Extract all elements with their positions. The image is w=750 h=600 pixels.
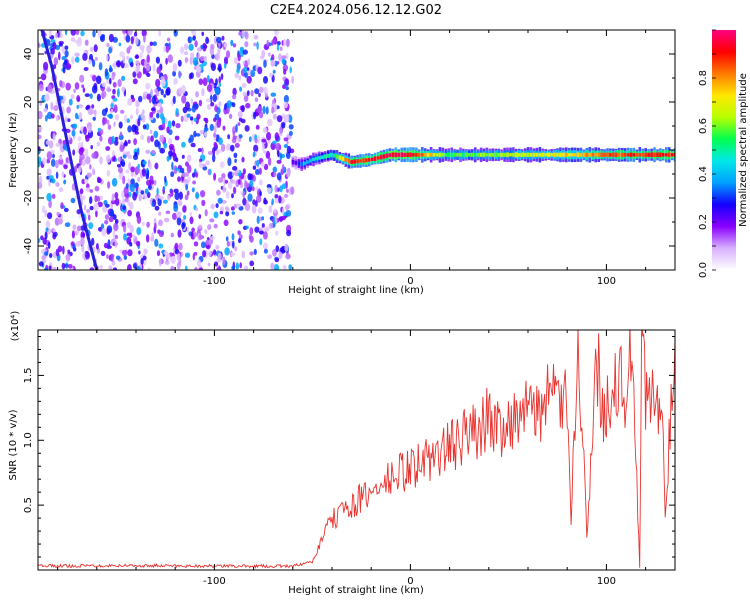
- snr-panel: -100 0 100 0.5 1.0 1.5 Height of straight lin…: [8, 311, 676, 596]
- colorbar-label: Normalized spectral amplitude: [738, 73, 749, 227]
- snr-series-line: [38, 330, 675, 569]
- spectrogram-heat-layer: [38, 30, 675, 270]
- colorbar-tick-label: 0.8: [698, 70, 709, 86]
- figure-title: C2E4.2024.056.12.12.G02: [270, 3, 442, 18]
- x-tick-label: 0: [407, 576, 413, 587]
- snr-ylabel: SNR (10 * v/v): [8, 409, 19, 480]
- spectrogram-background: [38, 30, 675, 270]
- spectrogram-panel: -100 0 100 -40 -20 0 20 40 Height of straight l…: [8, 29, 676, 296]
- x-tick-label: 100: [597, 576, 616, 587]
- x-tick-label: -100: [203, 276, 226, 287]
- snr-frame: [37, 329, 676, 571]
- spectrogram-ticks: -100 0 100 -40 -20 0 20 40: [23, 29, 675, 287]
- spectrogram-ylabel: Frequency (Hz): [8, 112, 19, 188]
- signal-band: [291, 147, 675, 171]
- colorbar-tick-label: 0.2: [698, 214, 709, 230]
- colorbar-ticks: 0.0 0.2 0.4 0.6 0.8: [698, 29, 716, 278]
- spectrogram-xlabel: Height of straight line (km): [288, 285, 424, 296]
- snr-background: [38, 330, 675, 570]
- x-tick-label: 0: [407, 276, 413, 287]
- colorbar-tick-label: 0.0: [698, 262, 709, 278]
- x-tick-label: -100: [203, 576, 226, 587]
- y-tick-label: 1.5: [23, 367, 34, 383]
- y-tick-label: -20: [23, 190, 34, 206]
- y-tick-label: 0: [23, 147, 34, 153]
- y-tick-label: 40: [23, 48, 34, 61]
- y-tick-label: -40: [23, 238, 34, 254]
- snr-ticks: -100 0 100 0.5 1.0 1.5: [23, 330, 675, 587]
- noise-speckle: [38, 30, 295, 270]
- sweep-trace: [40, 30, 99, 270]
- colorbar-tick-label: 0.6: [698, 118, 709, 134]
- y-tick-label: 1.0: [23, 432, 34, 448]
- snr-xlabel: Height of straight line (km): [288, 585, 424, 596]
- colorbar: 0.0 0.2 0.4 0.6 0.8 Normalized spectral ampl…: [698, 29, 749, 278]
- colorbar-tick-label: 0.4: [698, 166, 709, 182]
- y-tick-label: 20: [23, 96, 34, 109]
- snr-multiplier: (x10⁴): [10, 311, 21, 342]
- snr-series-layer: [38, 330, 675, 569]
- y-tick-label: 0.5: [23, 497, 34, 513]
- x-tick-label: 100: [597, 276, 616, 287]
